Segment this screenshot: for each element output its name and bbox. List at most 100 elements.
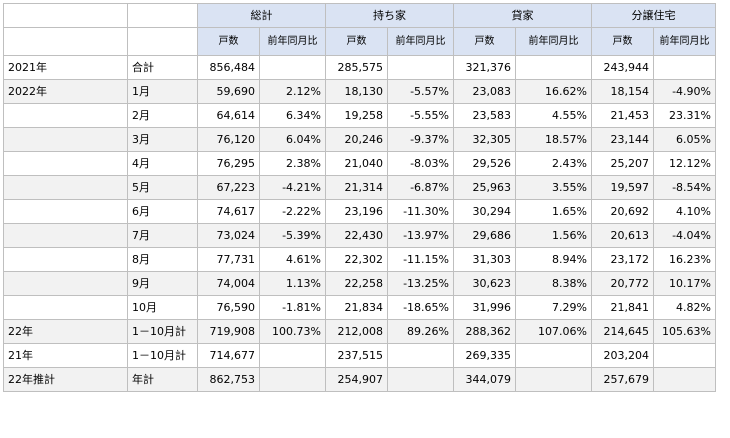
row-period-label: 7月 — [127, 223, 198, 248]
row-year-label: 2021年 — [3, 55, 128, 80]
cell-rental-yoy: 7.29% — [515, 295, 592, 320]
cell-owner-yoy: -5.55% — [387, 103, 454, 128]
cell-rental-units: 321,376 — [453, 55, 516, 80]
table-row: 2021年 合計 856,484 285,575 321,376 243,944 — [3, 55, 716, 80]
cell-condo-yoy — [653, 55, 716, 80]
cell-condo-units: 21,841 — [591, 295, 654, 320]
cell-owner-yoy: -18.65% — [387, 295, 454, 320]
cell-owner-yoy — [387, 55, 454, 80]
cell-rental-units: 32,305 — [453, 127, 516, 152]
cell-total-yoy: 2.12% — [259, 79, 326, 104]
row-period-label: 年計 — [127, 367, 198, 392]
row-year-label: 2022年 — [3, 79, 128, 104]
corner-cell — [3, 3, 128, 28]
cell-total-yoy: -5.39% — [259, 223, 326, 248]
corner-cell — [127, 3, 198, 28]
cell-rental-yoy: 1.65% — [515, 199, 592, 224]
cell-total-yoy: -2.22% — [259, 199, 326, 224]
cell-rental-yoy: 4.55% — [515, 103, 592, 128]
row-period-label: 2月 — [127, 103, 198, 128]
table-row: 7月 73,024 -5.39% 22,430 -13.97% 29,686 1.56% 20… — [3, 223, 716, 248]
table-row: 5月 67,223 -4.21% 21,314 -6.87% 25,963 3.55% 19,… — [3, 175, 716, 200]
cell-total-units: 862,753 — [197, 367, 260, 392]
cell-owner-yoy: -11.30% — [387, 199, 454, 224]
row-period-label: 1月 — [127, 79, 198, 104]
cell-total-yoy: -4.21% — [259, 175, 326, 200]
cell-condo-yoy: 23.31% — [653, 103, 716, 128]
row-year-label — [3, 199, 128, 224]
cell-condo-yoy: 16.23% — [653, 247, 716, 272]
cell-rental-units: 25,963 — [453, 175, 516, 200]
cell-total-units: 59,690 — [197, 79, 260, 104]
cell-total-yoy: 6.34% — [259, 103, 326, 128]
cell-condo-yoy: 4.82% — [653, 295, 716, 320]
corner-cell — [3, 27, 128, 56]
header-rental: 貸家 — [453, 3, 592, 28]
cell-owner-units: 212,008 — [325, 319, 388, 344]
header-owner-occupied: 持ち家 — [325, 3, 454, 28]
cell-rental-yoy — [515, 55, 592, 80]
row-year-label — [3, 223, 128, 248]
cell-total-units: 64,614 — [197, 103, 260, 128]
cell-rental-units: 29,526 — [453, 151, 516, 176]
cell-rental-yoy: 3.55% — [515, 175, 592, 200]
header-units: 戸数 — [591, 27, 654, 56]
cell-owner-yoy — [387, 367, 454, 392]
table-row: 21年 1－10月計 714,677 237,515 269,335 203,204 — [3, 343, 716, 368]
header-row-groups: 総計 持ち家 貸家 分譲住宅 — [3, 3, 716, 28]
table-row: 6月 74,617 -2.22% 23,196 -11.30% 30,294 1.65% 20… — [3, 199, 716, 224]
cell-owner-yoy: -13.25% — [387, 271, 454, 296]
cell-owner-units: 18,130 — [325, 79, 388, 104]
cell-owner-yoy — [387, 343, 454, 368]
cell-rental-units: 29,686 — [453, 223, 516, 248]
table-row: 2月 64,614 6.34% 19,258 -5.55% 23,583 4.55% 21,4… — [3, 103, 716, 128]
row-period-label: 3月 — [127, 127, 198, 152]
cell-total-units: 67,223 — [197, 175, 260, 200]
cell-rental-units: 23,083 — [453, 79, 516, 104]
cell-total-yoy: 1.13% — [259, 271, 326, 296]
cell-condo-units: 20,613 — [591, 223, 654, 248]
cell-owner-units: 22,302 — [325, 247, 388, 272]
cell-owner-units: 21,834 — [325, 295, 388, 320]
table-row: 9月 74,004 1.13% 22,258 -13.25% 30,623 8.38% 20,… — [3, 271, 716, 296]
cell-owner-units: 20,246 — [325, 127, 388, 152]
cell-total-units: 719,908 — [197, 319, 260, 344]
cell-total-yoy: 6.04% — [259, 127, 326, 152]
cell-total-yoy: 4.61% — [259, 247, 326, 272]
cell-rental-yoy: 16.62% — [515, 79, 592, 104]
cell-total-units: 714,677 — [197, 343, 260, 368]
cell-condo-yoy: -8.54% — [653, 175, 716, 200]
cell-total-units: 77,731 — [197, 247, 260, 272]
row-period-label: 6月 — [127, 199, 198, 224]
cell-rental-units: 288,362 — [453, 319, 516, 344]
cell-condo-units: 18,154 — [591, 79, 654, 104]
cell-condo-yoy: 4.10% — [653, 199, 716, 224]
row-period-label: 1－10月計 — [127, 343, 198, 368]
row-year-label — [3, 271, 128, 296]
cell-rental-yoy: 18.57% — [515, 127, 592, 152]
cell-owner-units: 23,196 — [325, 199, 388, 224]
cell-condo-units: 214,645 — [591, 319, 654, 344]
row-year-label — [3, 103, 128, 128]
row-period-label: 合計 — [127, 55, 198, 80]
row-year-label: 22年 — [3, 319, 128, 344]
row-period-label: 5月 — [127, 175, 198, 200]
cell-owner-yoy: -8.03% — [387, 151, 454, 176]
cell-rental-units: 30,623 — [453, 271, 516, 296]
cell-total-yoy — [259, 343, 326, 368]
cell-rental-units: 30,294 — [453, 199, 516, 224]
cell-owner-units: 285,575 — [325, 55, 388, 80]
cell-rental-yoy: 1.56% — [515, 223, 592, 248]
cell-condo-yoy: 105.63% — [653, 319, 716, 344]
cell-total-units: 74,004 — [197, 271, 260, 296]
row-year-label — [3, 175, 128, 200]
table-row: 8月 77,731 4.61% 22,302 -11.15% 31,303 8.94% 23,… — [3, 247, 716, 272]
cell-total-yoy: -1.81% — [259, 295, 326, 320]
cell-rental-units: 31,996 — [453, 295, 516, 320]
header-yoy: 前年同月比 — [259, 27, 326, 56]
cell-rental-yoy: 8.94% — [515, 247, 592, 272]
row-period-label: 4月 — [127, 151, 198, 176]
cell-condo-yoy — [653, 343, 716, 368]
cell-condo-units: 203,204 — [591, 343, 654, 368]
header-units: 戸数 — [453, 27, 516, 56]
